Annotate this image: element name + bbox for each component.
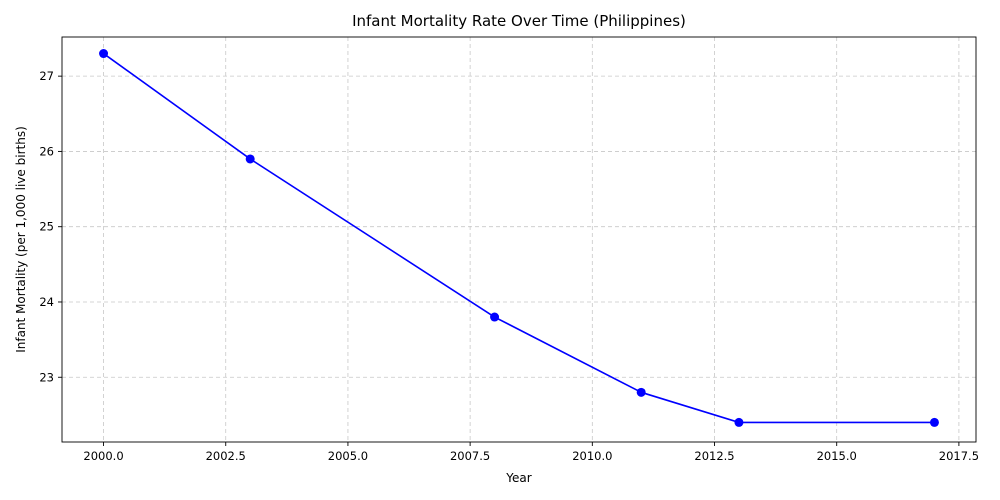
y-tick-label: 27 xyxy=(39,69,54,83)
x-tick-label: 2007.5 xyxy=(450,449,490,463)
x-tick-label: 2010.0 xyxy=(572,449,612,463)
data-point xyxy=(245,154,255,164)
y-tick-label: 23 xyxy=(39,370,54,384)
y-axis-label: Infant Mortality (per 1,000 live births) xyxy=(14,126,28,353)
grid-layer xyxy=(62,37,976,442)
data-point xyxy=(636,387,646,397)
series-line xyxy=(103,52,935,424)
x-tick-label: 2002.5 xyxy=(206,449,246,463)
x-axis-label: Year xyxy=(505,471,531,485)
series-layer xyxy=(99,49,939,427)
y-tick-label: 24 xyxy=(39,295,54,309)
x-tick-label: 2012.5 xyxy=(694,449,734,463)
data-point xyxy=(929,417,939,427)
x-tick-label: 2005.0 xyxy=(328,449,368,463)
x-axis-ticks: 2000.0 2002.5 2005.0 2007.5 2010.0 2012.5 2015… xyxy=(83,442,979,463)
x-tick-label: 2015.0 xyxy=(817,449,857,463)
y-axis-ticks: 23 24 25 26 27 xyxy=(39,69,62,384)
x-tick-label: 2017.5 xyxy=(939,449,979,463)
chart-title: Infant Mortality Rate Over Time (Philipp… xyxy=(352,12,686,30)
x-tick-label: 2000.0 xyxy=(83,449,123,463)
data-point xyxy=(490,312,500,322)
y-tick-label: 26 xyxy=(39,144,54,158)
y-tick-label: 25 xyxy=(39,220,54,234)
data-point xyxy=(734,417,744,427)
plot-frame xyxy=(61,36,977,443)
data-point xyxy=(99,49,109,59)
